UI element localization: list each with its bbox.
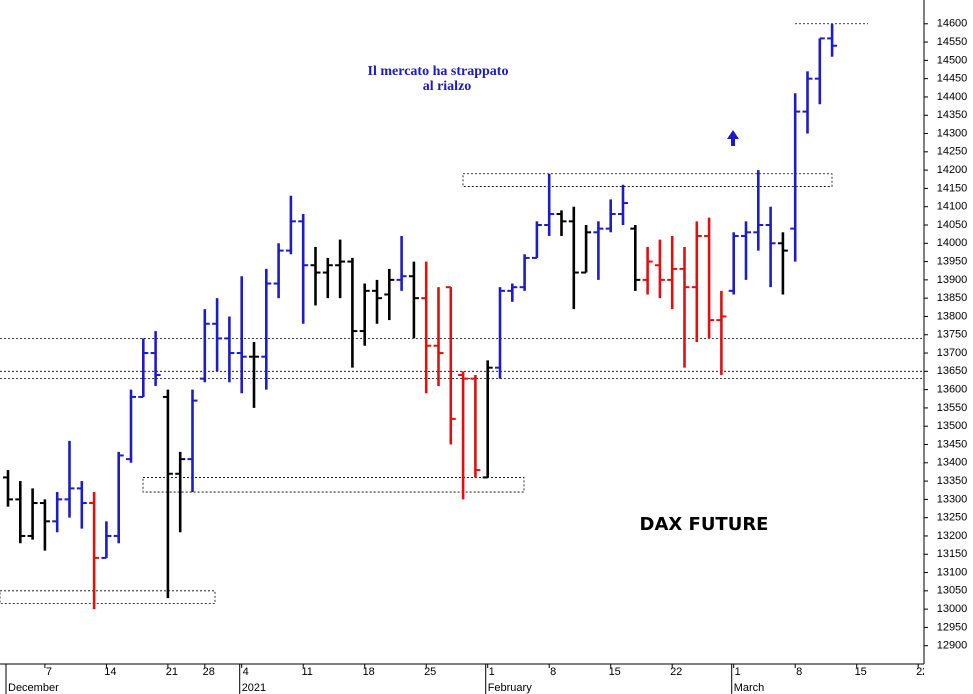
x-tick-label: 25 <box>424 666 436 678</box>
y-tick-label: 14500 <box>937 54 968 66</box>
y-tick-label: 13150 <box>937 548 968 560</box>
y-tick-label: 13300 <box>937 493 968 505</box>
y-tick-label: 14350 <box>937 109 968 121</box>
y-tick-label: 13850 <box>937 292 968 304</box>
y-tick-label: 14150 <box>937 182 968 194</box>
y-tick-label: 13750 <box>937 329 968 341</box>
x-tick-label: 14 <box>104 666 116 678</box>
month-label: February <box>488 682 533 694</box>
y-tick-label: 13800 <box>937 310 968 322</box>
x-tick-label: 4 <box>243 666 249 678</box>
x-tick-label: 28 <box>203 666 215 678</box>
y-tick-label: 14450 <box>937 73 968 85</box>
y-tick-label: 13500 <box>937 420 968 432</box>
x-tick-label: 22 <box>670 666 682 678</box>
zone <box>462 173 833 187</box>
y-tick-label: 13400 <box>937 457 968 469</box>
arrow-up <box>727 130 739 146</box>
x-tick-label: 22 <box>916 666 928 678</box>
x-tick-label: 8 <box>796 666 802 678</box>
x-tick-label: 8 <box>550 666 556 678</box>
month-label: December <box>8 682 59 694</box>
y-tick-label: 14100 <box>937 201 968 213</box>
chart-title: DAX FUTURE <box>640 514 769 535</box>
zone <box>0 590 216 605</box>
y-tick-label: 13650 <box>937 365 968 377</box>
x-tick-label: 15 <box>855 666 867 678</box>
x-tick-label: 7 <box>46 666 52 678</box>
y-tick-label: 14000 <box>937 237 968 249</box>
y-tick-label: 13900 <box>937 274 968 286</box>
y-tick-label: 14050 <box>937 219 968 231</box>
y-tick-label: 13200 <box>937 530 968 542</box>
y-tick-label: 13700 <box>937 347 968 359</box>
y-tick-label: 13450 <box>937 438 968 450</box>
y-tick-label: 12900 <box>937 640 968 652</box>
month-label: March <box>734 682 765 694</box>
y-tick-label: 14200 <box>937 164 968 176</box>
annotation: Il mercato ha strappato <box>368 64 509 79</box>
y-tick-label: 13350 <box>937 475 968 487</box>
y-tick-label: 14550 <box>937 36 968 48</box>
month-label: 2021 <box>242 682 266 694</box>
y-tick-label: 13000 <box>937 603 968 615</box>
y-tick-label: 14300 <box>937 127 968 139</box>
annotation: al rialzo <box>423 79 472 94</box>
y-tick-label: 13100 <box>937 566 968 578</box>
x-tick-label: 1 <box>735 666 741 678</box>
zone <box>142 477 525 493</box>
y-tick-label: 14400 <box>937 91 968 103</box>
y-tick-label: 13050 <box>937 585 968 597</box>
y-tick-label: 13550 <box>937 402 968 414</box>
x-tick-label: 21 <box>166 666 178 678</box>
x-tick-label: 1 <box>489 666 495 678</box>
y-tick-label: 13600 <box>937 384 968 396</box>
y-tick-label: 14250 <box>937 146 968 158</box>
y-tick-label: 12950 <box>937 621 968 633</box>
y-tick-label: 13950 <box>937 255 968 267</box>
y-tick-label: 14600 <box>937 18 968 30</box>
x-tick-label: 15 <box>609 666 621 678</box>
x-tick-label: 11 <box>301 666 312 678</box>
y-tick-label: 13250 <box>937 512 968 524</box>
x-tick-label: 18 <box>363 666 375 678</box>
